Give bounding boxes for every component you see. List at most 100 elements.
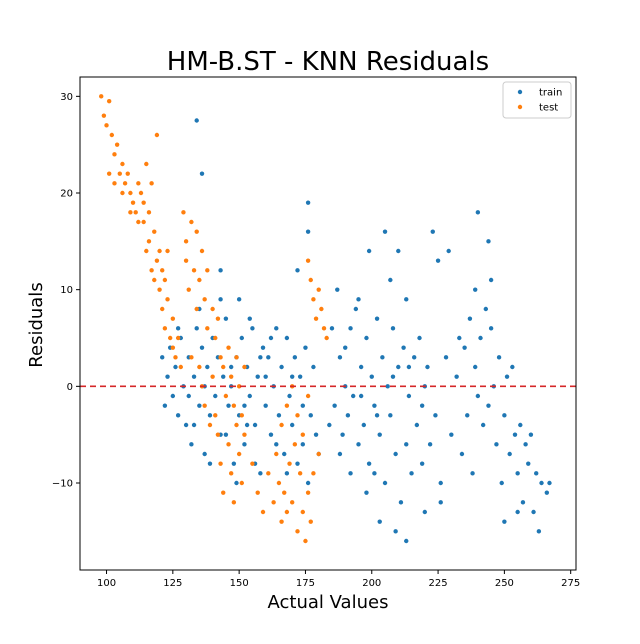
train-series [160, 118, 552, 544]
train-point [390, 326, 396, 331]
train-point [274, 326, 279, 331]
train-point [364, 335, 369, 341]
train-point [520, 500, 526, 505]
train-point [356, 442, 361, 447]
train-point [343, 345, 348, 350]
train-point [160, 355, 165, 360]
train-point [443, 355, 449, 360]
test-point [319, 306, 324, 312]
train-point [473, 364, 478, 370]
train-point [534, 471, 539, 476]
train-point [486, 403, 491, 408]
test-point [117, 171, 122, 176]
train-point [422, 509, 428, 515]
train-point [382, 480, 388, 486]
test-point [114, 142, 120, 147]
train-point [369, 374, 374, 379]
y-tick-label: 20 [60, 189, 73, 200]
train-point [191, 422, 197, 428]
test-point [181, 210, 186, 215]
test-point [205, 268, 210, 273]
train-point [502, 519, 507, 524]
train-point [205, 364, 210, 370]
train-point [345, 413, 351, 418]
test-point [234, 422, 239, 428]
train-point [449, 432, 454, 437]
train-point [223, 432, 229, 437]
test-point [165, 297, 170, 302]
test-point [175, 335, 181, 341]
train-point [186, 393, 191, 399]
y-tick-label: 30 [60, 92, 73, 103]
test-point [305, 258, 311, 263]
train-point [295, 461, 300, 466]
train-point [488, 326, 494, 331]
train-point [406, 364, 412, 370]
test-point [104, 123, 109, 128]
train-point [242, 442, 247, 447]
test-point [226, 442, 231, 447]
test-point [149, 181, 154, 186]
train-point [329, 326, 335, 331]
plot-frame [79, 76, 577, 571]
train-point [300, 403, 306, 408]
train-point [396, 364, 401, 370]
train-point [417, 335, 422, 341]
test-point [146, 239, 152, 244]
test-point [218, 461, 223, 466]
train-point [300, 442, 306, 447]
train-point [438, 500, 443, 505]
test-point [189, 355, 194, 360]
train-point [494, 442, 499, 447]
train-point [284, 335, 290, 341]
train-point [274, 442, 279, 447]
test-point [287, 461, 292, 466]
test-point [215, 432, 221, 437]
test-point [231, 403, 237, 408]
test-point [183, 239, 189, 244]
test-point [202, 403, 207, 408]
test-point [231, 500, 237, 505]
train-point [183, 422, 189, 428]
train-point [512, 432, 518, 437]
train-point [358, 393, 364, 399]
train-point [337, 451, 343, 457]
test-point [149, 268, 154, 273]
train-point [263, 403, 268, 408]
test-point [242, 364, 247, 370]
test-point [186, 287, 191, 292]
test-point [191, 268, 197, 273]
test-point [255, 490, 260, 495]
test-point [183, 258, 189, 263]
test-point [266, 471, 271, 476]
train-point [289, 374, 295, 379]
train-point [446, 248, 451, 254]
train-point [419, 403, 425, 408]
test-point [122, 181, 128, 186]
train-point [385, 384, 390, 389]
test-point [260, 509, 266, 515]
test-point [178, 364, 183, 370]
test-point [125, 171, 130, 176]
train-point [305, 480, 311, 486]
test-point [295, 413, 300, 418]
x-tick-label: 200 [362, 578, 381, 589]
train-point [430, 229, 435, 234]
train-point [536, 529, 542, 534]
test-point [308, 277, 313, 283]
train-point [480, 422, 486, 428]
test-point [133, 210, 138, 215]
train-point [282, 451, 287, 457]
test-point [316, 287, 321, 292]
test-point [221, 490, 226, 495]
legend: train test [502, 81, 572, 119]
train-point [380, 355, 385, 360]
test-point [194, 229, 199, 234]
train-point [478, 335, 483, 341]
train-point [252, 422, 258, 428]
train-point [218, 297, 223, 302]
test-point [295, 529, 300, 534]
test-point [120, 190, 125, 196]
test-point [282, 490, 287, 495]
